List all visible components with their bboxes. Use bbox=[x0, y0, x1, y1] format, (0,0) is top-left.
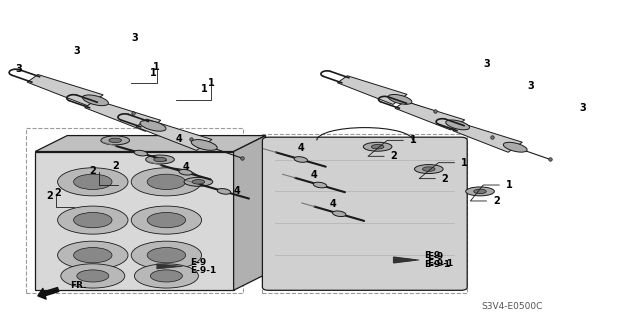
Ellipse shape bbox=[131, 168, 202, 196]
Text: E-9: E-9 bbox=[190, 258, 206, 267]
Ellipse shape bbox=[415, 165, 443, 174]
Ellipse shape bbox=[313, 182, 327, 188]
Ellipse shape bbox=[191, 140, 217, 150]
Polygon shape bbox=[337, 76, 407, 104]
Text: 2: 2 bbox=[90, 166, 96, 176]
Polygon shape bbox=[84, 100, 161, 131]
Text: 1: 1 bbox=[461, 158, 468, 168]
Text: 1: 1 bbox=[506, 180, 513, 190]
Text: FR.: FR. bbox=[70, 281, 87, 290]
Ellipse shape bbox=[217, 189, 231, 194]
Text: 4: 4 bbox=[298, 143, 304, 153]
Text: E-9-1: E-9-1 bbox=[190, 266, 216, 275]
Polygon shape bbox=[394, 257, 419, 263]
Ellipse shape bbox=[109, 138, 122, 143]
Ellipse shape bbox=[422, 167, 435, 171]
Ellipse shape bbox=[154, 157, 166, 162]
Text: 3: 3 bbox=[131, 33, 138, 43]
Text: 3: 3 bbox=[16, 63, 22, 74]
Text: 2: 2 bbox=[493, 196, 500, 206]
Ellipse shape bbox=[131, 206, 202, 234]
Text: 3: 3 bbox=[528, 81, 534, 91]
Ellipse shape bbox=[150, 270, 182, 282]
Bar bbox=[26, 128, 243, 293]
Ellipse shape bbox=[364, 142, 392, 151]
Text: E-9: E-9 bbox=[424, 251, 440, 260]
Text: 4: 4 bbox=[182, 162, 189, 173]
Ellipse shape bbox=[388, 94, 412, 104]
Ellipse shape bbox=[58, 168, 128, 196]
Ellipse shape bbox=[147, 174, 186, 189]
Ellipse shape bbox=[83, 95, 108, 106]
Ellipse shape bbox=[74, 212, 112, 228]
Text: 1: 1 bbox=[202, 84, 208, 94]
Text: E-9-1: E-9-1 bbox=[427, 259, 453, 268]
Polygon shape bbox=[157, 264, 182, 269]
Text: E-9-1: E-9-1 bbox=[424, 260, 450, 269]
Bar bbox=[262, 134, 467, 293]
Polygon shape bbox=[234, 136, 266, 290]
Text: E-9: E-9 bbox=[427, 252, 443, 261]
Text: 4: 4 bbox=[310, 170, 317, 181]
Ellipse shape bbox=[134, 150, 148, 156]
Ellipse shape bbox=[192, 180, 205, 184]
Text: 3: 3 bbox=[579, 103, 586, 114]
Text: 2: 2 bbox=[442, 174, 449, 184]
Text: 1: 1 bbox=[150, 68, 157, 78]
Ellipse shape bbox=[146, 155, 174, 164]
Text: 2: 2 bbox=[112, 161, 118, 171]
Ellipse shape bbox=[445, 120, 470, 130]
Polygon shape bbox=[35, 152, 234, 290]
Ellipse shape bbox=[77, 270, 109, 282]
Ellipse shape bbox=[101, 136, 129, 145]
Text: 2: 2 bbox=[47, 190, 53, 201]
Polygon shape bbox=[35, 136, 266, 152]
Ellipse shape bbox=[61, 264, 125, 288]
Text: 3: 3 bbox=[74, 46, 80, 56]
Ellipse shape bbox=[371, 145, 384, 149]
Ellipse shape bbox=[466, 187, 494, 196]
Ellipse shape bbox=[503, 142, 527, 152]
Ellipse shape bbox=[332, 211, 346, 217]
Polygon shape bbox=[27, 75, 103, 106]
Ellipse shape bbox=[74, 174, 112, 189]
Text: 1: 1 bbox=[410, 135, 417, 145]
Ellipse shape bbox=[134, 264, 198, 288]
Text: 4: 4 bbox=[176, 134, 182, 144]
Text: 1: 1 bbox=[154, 62, 160, 72]
Text: 4: 4 bbox=[234, 186, 240, 197]
Polygon shape bbox=[395, 101, 465, 130]
Ellipse shape bbox=[131, 241, 202, 269]
FancyBboxPatch shape bbox=[262, 137, 467, 290]
Ellipse shape bbox=[474, 189, 486, 194]
Ellipse shape bbox=[140, 121, 166, 131]
Text: 1: 1 bbox=[208, 78, 214, 88]
Ellipse shape bbox=[294, 157, 308, 162]
Text: 2: 2 bbox=[390, 151, 397, 161]
FancyArrowPatch shape bbox=[38, 287, 59, 299]
Text: 3: 3 bbox=[483, 59, 490, 69]
Polygon shape bbox=[452, 123, 522, 152]
Ellipse shape bbox=[58, 241, 128, 269]
Ellipse shape bbox=[147, 248, 186, 263]
Text: 4: 4 bbox=[330, 199, 336, 209]
Text: S3V4-E0500C: S3V4-E0500C bbox=[481, 302, 543, 311]
Ellipse shape bbox=[184, 177, 212, 186]
Ellipse shape bbox=[179, 169, 193, 175]
Text: 2: 2 bbox=[54, 188, 61, 198]
Polygon shape bbox=[136, 119, 212, 151]
Ellipse shape bbox=[147, 212, 186, 228]
Ellipse shape bbox=[74, 248, 112, 263]
Ellipse shape bbox=[58, 206, 128, 234]
